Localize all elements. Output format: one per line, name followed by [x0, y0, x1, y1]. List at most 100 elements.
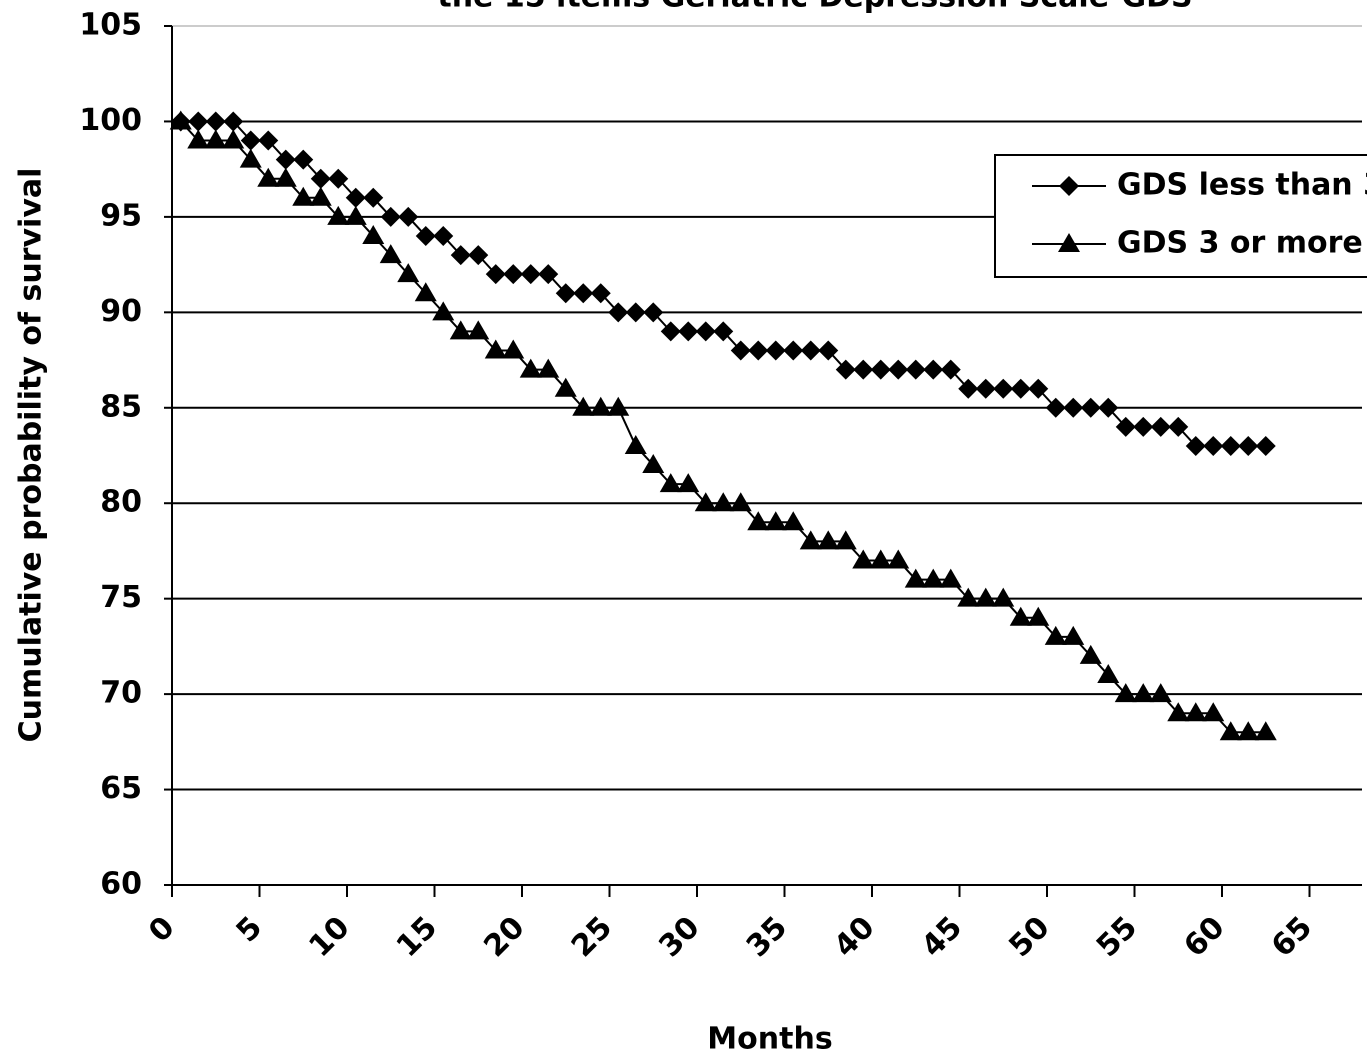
x-tick-label: 15: [390, 910, 444, 964]
marker: [573, 283, 594, 304]
marker: [537, 358, 560, 378]
marker: [974, 587, 997, 607]
y-tick-label: 70: [100, 676, 142, 711]
marker: [1063, 397, 1084, 418]
marker: [222, 129, 245, 149]
marker: [503, 264, 524, 285]
marker: [1098, 397, 1119, 418]
marker: [1062, 625, 1085, 645]
marker: [660, 321, 681, 342]
marker: [205, 111, 226, 132]
marker: [204, 129, 227, 149]
marker: [415, 225, 436, 246]
marker: [274, 167, 297, 187]
marker: [625, 302, 646, 323]
marker: [834, 530, 857, 550]
marker: [800, 340, 821, 361]
marker: [817, 530, 840, 550]
y-tick-label: 80: [100, 485, 142, 520]
marker: [328, 168, 349, 189]
marker: [799, 530, 822, 550]
marker: [239, 148, 262, 168]
marker: [853, 359, 874, 380]
marker: [292, 186, 315, 206]
legend-label: GDS less than 3: [1117, 168, 1367, 203]
marker: [327, 205, 350, 225]
marker: [939, 568, 962, 588]
marker: [485, 264, 506, 285]
marker: [678, 321, 699, 342]
marker: [904, 568, 927, 588]
marker: [414, 282, 437, 302]
marker: [555, 283, 576, 304]
marker: [572, 396, 595, 416]
marker: [869, 549, 892, 569]
marker: [1114, 683, 1137, 703]
legend-label: GDS 3 or more: [1117, 226, 1363, 261]
marker: [940, 359, 961, 380]
y-tick-label: 100: [79, 103, 142, 138]
marker: [519, 358, 542, 378]
marker: [835, 359, 856, 380]
marker: [223, 111, 244, 132]
marker: [450, 245, 471, 266]
marker: [993, 378, 1014, 399]
marker: [765, 340, 786, 361]
marker: [187, 129, 210, 149]
marker: [309, 186, 332, 206]
x-tick-label: 25: [565, 910, 619, 964]
marker: [345, 187, 366, 208]
marker: [1168, 416, 1189, 437]
marker: [467, 320, 490, 340]
marker: [1167, 702, 1190, 722]
marker: [1079, 644, 1102, 664]
marker: [730, 340, 751, 361]
marker: [958, 378, 979, 399]
marker: [975, 378, 996, 399]
marker: [1237, 721, 1260, 741]
marker: [1045, 397, 1066, 418]
marker: [659, 473, 682, 493]
legend-box: [994, 154, 1367, 278]
marker: [398, 206, 419, 227]
marker: [1202, 702, 1225, 722]
y-axis-label: Cumulative probability of survival: [14, 168, 49, 743]
marker: [923, 359, 944, 380]
marker: [922, 568, 945, 588]
marker: [344, 205, 367, 225]
marker: [484, 339, 507, 359]
marker: [258, 130, 279, 151]
marker: [729, 492, 752, 512]
x-tick-label: 10: [302, 910, 356, 964]
marker: [169, 110, 192, 130]
marker: [554, 377, 577, 397]
marker: [520, 264, 541, 285]
marker: [905, 359, 926, 380]
marker: [888, 359, 909, 380]
y-tick-label: 60: [100, 867, 142, 902]
marker: [1115, 416, 1136, 437]
x-tick-label: 30: [652, 910, 706, 964]
marker: [782, 511, 805, 531]
x-tick-label: 20: [477, 910, 531, 964]
marker: [748, 340, 769, 361]
x-tick-label: 35: [740, 910, 794, 964]
marker: [1254, 721, 1277, 741]
marker: [870, 359, 891, 380]
legend: GDS less than 3 GDS 3 or more: [994, 154, 1367, 278]
marker: [1220, 435, 1241, 456]
marker: [712, 492, 735, 512]
x-axis-label: Months: [707, 1022, 832, 1057]
marker: [589, 396, 612, 416]
marker: [1238, 435, 1259, 456]
marker: [818, 340, 839, 361]
marker: [783, 340, 804, 361]
marker: [1133, 416, 1154, 437]
legend-marker: [1058, 233, 1080, 252]
y-tick-label: 90: [100, 294, 142, 329]
marker: [992, 587, 1015, 607]
marker: [538, 264, 559, 285]
marker: [642, 454, 665, 474]
x-tick-label: 5: [230, 910, 270, 950]
